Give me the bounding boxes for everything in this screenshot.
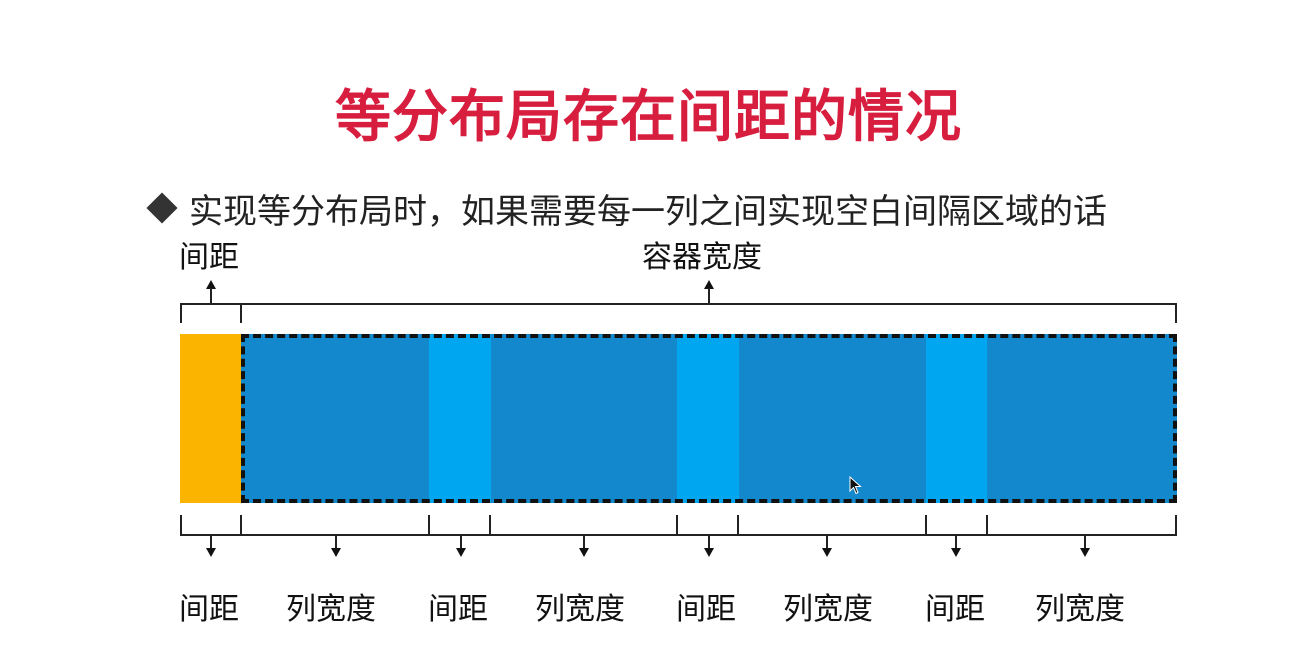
- container-outline: [241, 334, 1177, 503]
- arrow-stem: [1084, 536, 1086, 548]
- arrow-up-icon: [206, 280, 216, 289]
- bottom-bracket-tick: [489, 515, 491, 536]
- bottom-bracket-tick: [925, 515, 927, 536]
- bottom-label-gap: 间距: [179, 592, 239, 627]
- arrow-down-icon: [822, 548, 832, 557]
- arrow-stem: [708, 536, 710, 548]
- arrow-stem: [955, 536, 957, 548]
- slide-title: 等分布局存在间距的情况: [335, 85, 962, 150]
- arrow-stem: [335, 536, 337, 548]
- gap-segment-outer: [180, 334, 241, 503]
- top-label-container-width: 容器宽度: [642, 240, 762, 275]
- arrow-down-icon: [456, 548, 466, 557]
- column-segment: [241, 334, 429, 503]
- bullet-point: 实现等分布局时，如果需要每一列之间实现空白间隔区域的话: [145, 186, 1107, 232]
- bottom-label-column-width: 列宽度: [783, 592, 873, 627]
- arrow-stem: [826, 536, 828, 548]
- bullet-text: 实现等分布局时，如果需要每一列之间实现空白间隔区域的话: [189, 191, 1107, 232]
- arrow-down-icon: [206, 548, 216, 557]
- bottom-bracket-tick: [428, 515, 430, 536]
- arrow-stem: [210, 536, 212, 548]
- bottom-bracket-tick: [986, 515, 988, 536]
- arrow-stem: [708, 288, 710, 303]
- column-segment: [739, 334, 926, 503]
- bottom-label-column-width: 列宽度: [286, 592, 376, 627]
- diamond-bullet-icon: [146, 192, 178, 224]
- arrow-down-icon: [1080, 548, 1090, 557]
- top-bracket-line: [180, 303, 1177, 305]
- arrow-stem: [460, 536, 462, 548]
- top-bracket-tick: [180, 303, 182, 323]
- bottom-label-gap: 间距: [925, 592, 985, 627]
- bottom-label-gap: 间距: [428, 592, 488, 627]
- top-bracket-tick: [240, 303, 242, 323]
- gap-segment: [926, 334, 987, 503]
- top-bracket-tick: [1175, 303, 1177, 323]
- arrow-down-icon: [331, 548, 341, 557]
- bottom-label-gap: 间距: [676, 592, 736, 627]
- bottom-label-column-width: 列宽度: [1035, 592, 1125, 627]
- arrow-stem: [210, 288, 212, 303]
- gap-segment: [677, 334, 739, 503]
- bottom-bracket-line: [180, 534, 1177, 536]
- gap-segment: [429, 334, 491, 503]
- arrow-up-icon: [704, 280, 714, 289]
- bottom-label-column-width: 列宽度: [535, 592, 625, 627]
- column-segment: [987, 334, 1177, 503]
- column-segment: [491, 334, 677, 503]
- bottom-bracket-tick: [1175, 515, 1177, 536]
- arrow-stem: [583, 536, 585, 548]
- bottom-bracket-tick: [180, 515, 182, 536]
- arrow-down-icon: [704, 548, 714, 557]
- bottom-bracket-tick: [676, 515, 678, 536]
- top-label-gap: 间距: [179, 240, 239, 275]
- mouse-cursor-icon: [849, 475, 863, 500]
- bottom-bracket-tick: [240, 515, 242, 536]
- bottom-bracket-tick: [737, 515, 739, 536]
- arrow-down-icon: [579, 548, 589, 557]
- arrow-down-icon: [951, 548, 961, 557]
